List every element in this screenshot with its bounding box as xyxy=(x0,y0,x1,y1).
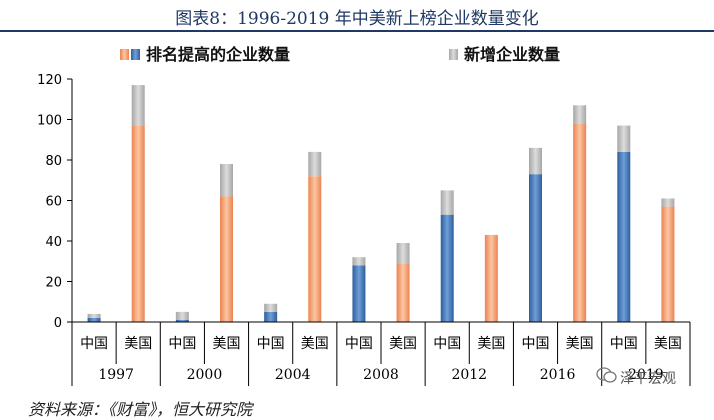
bar-new-2000-us xyxy=(220,164,233,197)
chart-title: 图表8：1996-2019 年中美新上榜企业数量变化 xyxy=(175,9,539,29)
wechat-icon xyxy=(596,367,617,383)
bar-new-2016-cn xyxy=(529,147,542,175)
bar-rank-up-2019-cn xyxy=(617,151,631,322)
legend-label-rank-up: 排名提高的企业数量 xyxy=(146,45,290,64)
x-tick-label-country: 美国 xyxy=(566,336,594,352)
bar-rank-up-2004-us xyxy=(308,176,322,322)
y-tick-label: 40 xyxy=(45,235,62,250)
bar-rank-up-2019-us xyxy=(661,206,675,322)
x-tick-label-country: 中国 xyxy=(168,336,196,352)
bar-rank-up-2016-cn xyxy=(529,174,542,322)
x-tick-label-country: 中国 xyxy=(80,336,108,352)
y-axis: 0 20 40 60 80 100 120 xyxy=(37,73,73,331)
bar-new-2016-us xyxy=(573,105,587,124)
bar-rank-up-2012-us xyxy=(484,234,498,322)
bar-new-2004-cn xyxy=(264,303,278,312)
bar-new-2019-us xyxy=(661,198,675,207)
bar-rank-up-1997-us xyxy=(131,125,145,322)
title-rule xyxy=(0,30,714,32)
bar-rank-up-2008-cn xyxy=(352,265,366,322)
x-tick-label-year: 1997 xyxy=(98,367,134,383)
y-tick-label: 0 xyxy=(54,316,62,331)
bar-rank-up-2008-us xyxy=(396,263,410,322)
y-tick-label: 20 xyxy=(45,276,62,291)
bar-new-2000-cn xyxy=(175,311,189,320)
bar-new-1997-us xyxy=(131,85,145,126)
x-tick-label-country: 中国 xyxy=(433,336,461,352)
bar-new-1997-cn xyxy=(87,313,101,318)
x-tick-label-country: 中国 xyxy=(522,336,550,352)
y-tick-label: 60 xyxy=(45,195,62,210)
y-tick-label: 80 xyxy=(45,154,62,169)
legend-swatch-blue xyxy=(131,49,140,60)
x-tick-label-year: 2008 xyxy=(363,367,399,383)
bar-new-2019-cn xyxy=(617,125,631,152)
x-tick-label-year: 2004 xyxy=(275,367,311,383)
x-tick-label-year: 2012 xyxy=(451,367,487,383)
bar-new-2008-cn xyxy=(352,257,366,266)
legend-swatch-orange xyxy=(120,49,129,60)
legend: 排名提高的企业数量 新增企业数量 xyxy=(120,45,560,64)
source-note: 资料来源：《财富》，恒大研究院 xyxy=(28,400,253,419)
bar-new-2012-cn xyxy=(440,190,454,215)
bar-rank-up-2016-us xyxy=(573,123,587,322)
legend-swatch-gray xyxy=(449,49,458,60)
bar-rank-up-2004-cn xyxy=(264,311,278,322)
legend-label-new: 新增企业数量 xyxy=(464,45,560,64)
bar-new-2008-us xyxy=(396,243,410,264)
watermark: 泽平宏观 xyxy=(620,371,676,387)
x-tick-label-country: 中国 xyxy=(257,336,285,352)
x-tick-label-year: 2016 xyxy=(540,367,576,383)
y-tick-label: 120 xyxy=(37,73,62,88)
x-tick-label-country: 中国 xyxy=(610,336,638,352)
x-tick-label-year: 2019 xyxy=(628,367,664,383)
bar-rank-up-1997-cn xyxy=(87,317,101,322)
x-tick-label-country: 美国 xyxy=(213,336,241,352)
x-tick-label-country: 美国 xyxy=(301,336,329,352)
y-tick-label: 100 xyxy=(37,114,62,129)
bar-rank-up-2000-cn xyxy=(175,319,189,322)
bar-rank-up-2012-cn xyxy=(440,214,454,322)
bars xyxy=(87,85,675,322)
bar-new-2004-us xyxy=(308,151,322,177)
x-tick-label-country: 美国 xyxy=(389,336,417,352)
x-tick-label-country: 美国 xyxy=(654,336,682,352)
x-tick-label-country: 中国 xyxy=(345,336,373,352)
x-tick-label-country: 美国 xyxy=(477,336,505,352)
x-tick-label-country: 美国 xyxy=(124,336,152,352)
bar-rank-up-2000-us xyxy=(220,196,233,322)
x-tick-label-year: 2000 xyxy=(187,367,223,383)
